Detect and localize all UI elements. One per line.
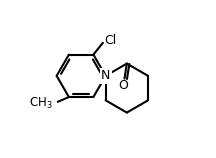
Text: Cl: Cl (105, 34, 117, 47)
Text: O: O (118, 79, 128, 92)
Text: N: N (101, 69, 110, 82)
Text: CH$_3$: CH$_3$ (29, 96, 53, 111)
